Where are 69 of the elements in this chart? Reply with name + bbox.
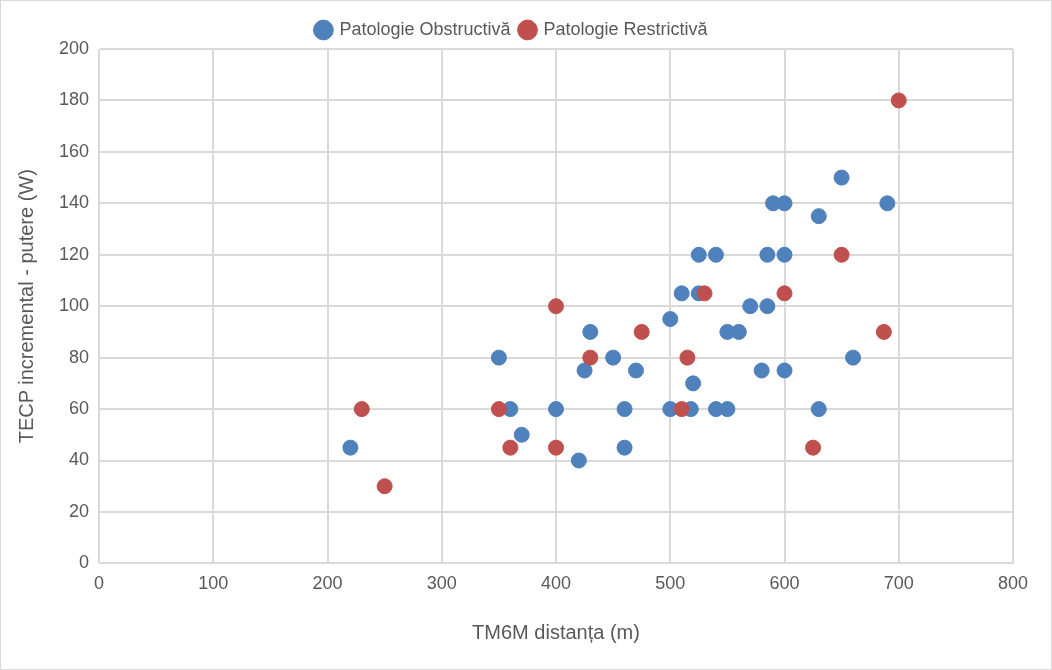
x-tick-label: 600 [769,573,800,594]
point [879,195,896,212]
point [616,401,633,418]
y-tick-label: 0 [79,552,90,573]
y-tick-label: 120 [58,243,90,264]
point [662,311,679,328]
point [673,285,690,302]
point [810,401,827,418]
point [685,375,702,392]
point [548,298,565,315]
x-tick-label: 100 [198,573,229,594]
point [627,362,644,379]
point [833,246,850,263]
x-tick-label: 500 [655,573,686,594]
point [633,323,650,340]
point [616,439,633,456]
y-tick-label: 80 [69,346,90,367]
point [605,349,622,366]
y-axis-title: TECP incremental - putere (W) [14,169,37,444]
legend-label: Patologie Restrictivă [543,18,709,39]
x-axis-title: TM6M distanța (m) [472,620,640,643]
point [776,246,793,263]
point [490,401,507,418]
y-tick-label: 180 [58,89,90,110]
point [576,362,593,379]
y-tick-label: 100 [58,295,90,316]
y-tick-label: 40 [69,449,90,470]
point [502,439,519,456]
y-tick-label: 160 [58,140,90,161]
point [376,478,393,495]
point [759,246,776,263]
point [742,298,759,315]
point [690,246,707,263]
point [582,349,599,366]
point [845,349,862,366]
point [833,169,850,186]
point [719,401,736,418]
x-tick-label: 400 [540,573,572,594]
x-tick-label: 800 [997,573,1029,594]
point [673,401,690,418]
point [776,195,793,212]
x-tick-label: 200 [312,573,343,594]
point [696,285,713,302]
point [679,349,696,366]
point [753,362,770,379]
point [805,439,822,456]
point [490,349,507,366]
point [513,426,530,443]
point [548,401,565,418]
point [353,401,370,418]
x-tick-label: 300 [426,573,457,594]
y-tick-label: 20 [69,500,90,521]
point [548,439,565,456]
point [582,323,599,340]
point [776,285,793,302]
point [875,323,892,340]
point [570,452,587,469]
x-tick-label: 0 [94,573,105,594]
y-tick-label: 140 [58,192,90,213]
point [707,246,724,263]
y-tick-label: 60 [69,398,90,419]
point [759,298,776,315]
point [810,208,827,225]
y-tick-label: 200 [58,37,90,58]
legend-label: Patologie Obstructivă [339,18,512,39]
point [342,439,359,456]
x-tick-label: 700 [883,573,914,594]
point [776,362,793,379]
point [890,92,907,109]
